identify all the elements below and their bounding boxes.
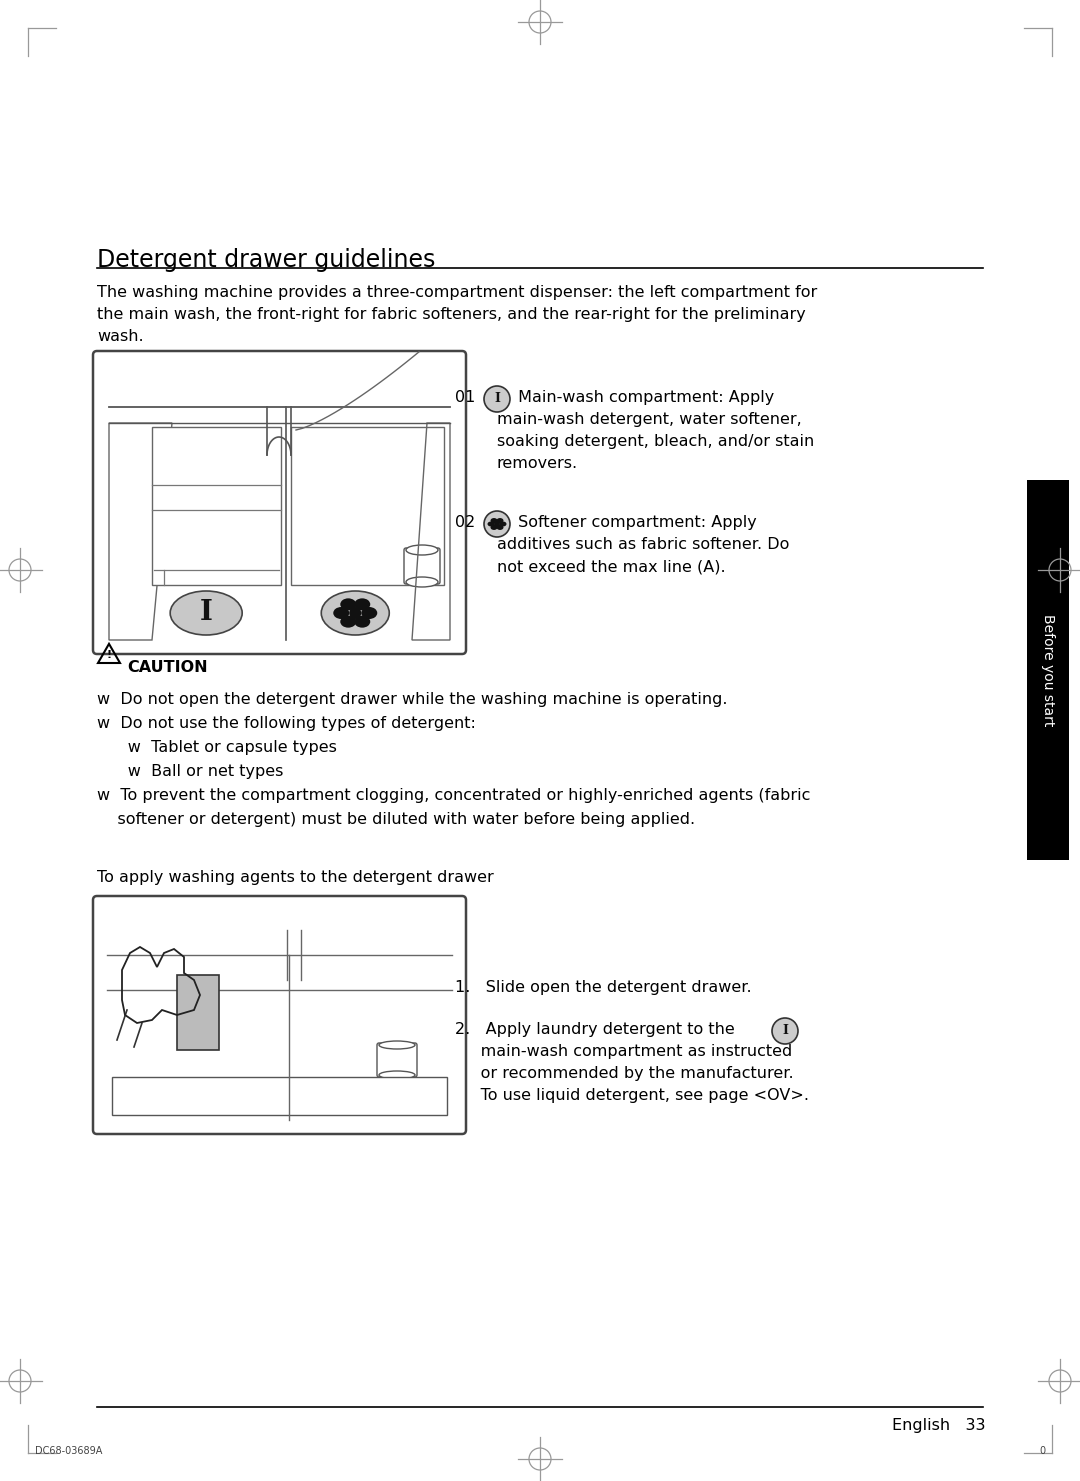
- Text: English   33: English 33: [891, 1417, 985, 1434]
- Text: 2.   Apply laundry detergent to the: 2. Apply laundry detergent to the: [455, 1022, 734, 1037]
- FancyBboxPatch shape: [93, 896, 465, 1134]
- Text: soaking detergent, bleach, and/or stain: soaking detergent, bleach, and/or stain: [497, 434, 814, 449]
- Text: w  Do not open the detergent drawer while the washing machine is operating.: w Do not open the detergent drawer while…: [97, 692, 728, 706]
- Text: additives such as fabric softener. Do: additives such as fabric softener. Do: [497, 538, 789, 552]
- Text: Softener compartment: Apply: Softener compartment: Apply: [513, 515, 757, 530]
- FancyBboxPatch shape: [177, 974, 219, 1050]
- Text: w  Ball or net types: w Ball or net types: [97, 764, 283, 779]
- Text: 0: 0: [1039, 1445, 1045, 1456]
- Ellipse shape: [497, 518, 503, 523]
- Text: softener or detergent) must be diluted with water before being applied.: softener or detergent) must be diluted w…: [97, 812, 696, 826]
- Text: 1.   Slide open the detergent drawer.: 1. Slide open the detergent drawer.: [455, 980, 752, 995]
- Ellipse shape: [354, 616, 370, 628]
- Text: I: I: [782, 1025, 788, 1038]
- Text: removers.: removers.: [497, 456, 578, 471]
- Text: main-wash compartment as instructed: main-wash compartment as instructed: [455, 1044, 793, 1059]
- Circle shape: [484, 511, 510, 538]
- FancyBboxPatch shape: [112, 1077, 447, 1115]
- Text: or recommended by the manufacturer.: or recommended by the manufacturer.: [455, 1066, 794, 1081]
- FancyBboxPatch shape: [1027, 480, 1069, 860]
- Text: I: I: [200, 600, 213, 626]
- Ellipse shape: [361, 607, 377, 619]
- Text: main-wash detergent, water softener,: main-wash detergent, water softener,: [497, 412, 801, 427]
- Circle shape: [494, 521, 500, 527]
- Text: The washing machine provides a three-compartment dispenser: the left compartment: The washing machine provides a three-com…: [97, 284, 818, 301]
- FancyBboxPatch shape: [377, 1043, 417, 1077]
- Circle shape: [772, 1017, 798, 1044]
- Text: w  Do not use the following types of detergent:: w Do not use the following types of dete…: [97, 715, 476, 732]
- Ellipse shape: [379, 1071, 415, 1080]
- Text: wash.: wash.: [97, 329, 144, 344]
- Text: Detergent drawer guidelines: Detergent drawer guidelines: [97, 247, 435, 273]
- Ellipse shape: [487, 521, 495, 527]
- Ellipse shape: [490, 524, 498, 530]
- Ellipse shape: [354, 598, 370, 610]
- Ellipse shape: [406, 578, 438, 586]
- Text: DC68-03689A: DC68-03689A: [35, 1445, 103, 1456]
- Text: w  To prevent the compartment clogging, concentrated or highly-enriched agents (: w To prevent the compartment clogging, c…: [97, 788, 810, 803]
- Ellipse shape: [499, 521, 507, 527]
- Ellipse shape: [334, 607, 349, 619]
- Ellipse shape: [321, 591, 389, 635]
- Text: I: I: [494, 392, 500, 406]
- Ellipse shape: [340, 598, 356, 610]
- Text: To use liquid detergent, see page <OV>.: To use liquid detergent, see page <OV>.: [455, 1089, 809, 1103]
- Text: Main-wash compartment: Apply: Main-wash compartment: Apply: [513, 390, 774, 404]
- Circle shape: [349, 607, 361, 619]
- FancyBboxPatch shape: [93, 351, 465, 655]
- Text: 01: 01: [455, 390, 475, 404]
- Text: 02: 02: [455, 515, 475, 530]
- Circle shape: [484, 387, 510, 412]
- Ellipse shape: [497, 524, 503, 530]
- Text: !: !: [107, 650, 111, 661]
- Ellipse shape: [340, 616, 356, 628]
- Ellipse shape: [379, 1041, 415, 1049]
- Text: the main wash, the front-right for fabric softeners, and the rear-right for the : the main wash, the front-right for fabri…: [97, 307, 806, 321]
- Text: w  Tablet or capsule types: w Tablet or capsule types: [97, 740, 337, 755]
- Text: To apply washing agents to the detergent drawer: To apply washing agents to the detergent…: [97, 869, 494, 886]
- Ellipse shape: [171, 591, 242, 635]
- FancyBboxPatch shape: [404, 548, 440, 584]
- Text: CAUTION: CAUTION: [127, 661, 207, 675]
- FancyBboxPatch shape: [152, 427, 281, 585]
- Text: not exceed the max line (A).: not exceed the max line (A).: [497, 558, 726, 575]
- Text: Before you start: Before you start: [1041, 613, 1055, 726]
- FancyBboxPatch shape: [291, 427, 444, 585]
- Ellipse shape: [490, 518, 498, 523]
- Ellipse shape: [406, 545, 438, 555]
